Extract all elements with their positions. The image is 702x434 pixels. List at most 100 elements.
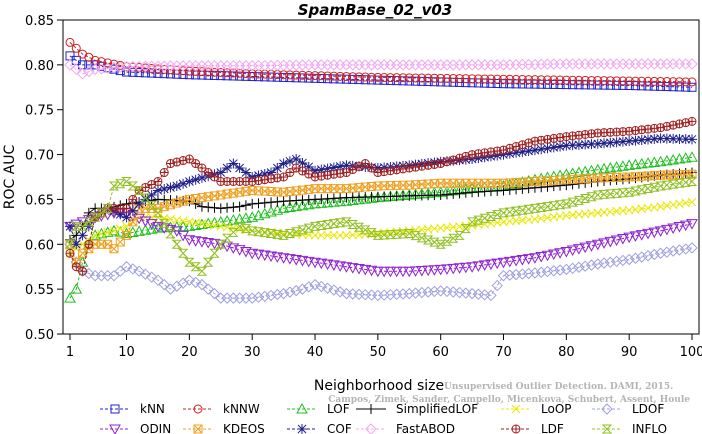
loop-point [310, 230, 320, 240]
inflo-point [479, 213, 490, 223]
knn-point [360, 75, 370, 85]
odin-point [635, 230, 648, 241]
legend-label: kNN [140, 402, 165, 416]
odin-point [409, 266, 422, 277]
cof-point [649, 133, 660, 144]
ldof-point [189, 276, 202, 289]
inflo-point [649, 182, 660, 192]
knnw-point [656, 76, 666, 86]
cof-point [190, 174, 201, 185]
legend-label: KDEOS [223, 422, 265, 434]
knn-point [128, 67, 138, 77]
loop-line [69, 201, 693, 254]
odin-point [617, 234, 629, 245]
inflo-point [385, 230, 396, 240]
ldof-point [120, 261, 133, 273]
cof-point [278, 158, 289, 169]
knnw-point [310, 71, 320, 81]
knnw-point [536, 75, 546, 85]
cof-point [316, 164, 327, 175]
ldof-point [497, 269, 510, 282]
ldof-point [196, 278, 208, 291]
ldof-point [680, 243, 692, 255]
odin-point [453, 263, 466, 274]
inflo-point [209, 248, 220, 258]
cof-point [605, 137, 616, 148]
ldof-point [604, 256, 617, 268]
inflo-point [246, 226, 258, 236]
inflo-point [561, 199, 572, 209]
knnw-point [335, 71, 345, 81]
inflo-point [636, 185, 647, 195]
series-ldof [64, 238, 698, 304]
simplifiedlof-point [240, 200, 251, 211]
knn-point [630, 81, 640, 91]
inflo-point [228, 227, 239, 237]
legend-label: kNNW [223, 402, 260, 416]
inflo-point [140, 193, 151, 203]
odin-point [497, 257, 510, 269]
knnw-point [348, 72, 358, 82]
ldf-point [203, 168, 213, 178]
inflo-point [284, 229, 296, 239]
odin-point [334, 261, 347, 272]
odin-point [202, 237, 215, 249]
cof-point [310, 165, 321, 176]
knn-point [266, 72, 276, 82]
lof-point [629, 158, 642, 170]
cof-point [680, 134, 691, 145]
cof-point [567, 140, 578, 151]
odin-point [302, 256, 315, 268]
inflo-point [617, 188, 629, 198]
cof-point [127, 205, 138, 216]
ldf-point [153, 176, 163, 186]
lof-point [359, 193, 372, 204]
inflo-point [422, 235, 434, 245]
ldof-point [592, 258, 604, 270]
legend-label: LoOP [541, 402, 572, 416]
lof-point [233, 213, 246, 224]
lof-point [610, 161, 623, 172]
inflo-point [272, 229, 283, 239]
simplifiedlof-point [215, 203, 226, 214]
y-axis-title: ROC AUC [2, 144, 18, 209]
simplifiedlof-point [454, 188, 465, 199]
odin-point [629, 231, 642, 242]
knn-point [687, 82, 697, 92]
odin-point [585, 241, 598, 252]
inflo-point [473, 215, 484, 225]
inflo-point [303, 223, 314, 233]
ldof-point [566, 262, 579, 275]
odin-point [560, 246, 573, 258]
inflo-point [485, 211, 497, 221]
legend-item-inflo: INFLO [592, 422, 667, 434]
knnw-point [630, 76, 640, 86]
inflo-point [159, 218, 170, 228]
knn-point [599, 80, 609, 90]
fastabod-point [89, 63, 101, 76]
cof-point [134, 198, 145, 209]
simplifiedlof-point [228, 202, 239, 213]
knnw-line [69, 42, 693, 83]
cof-point [196, 172, 207, 183]
ldof-point [397, 288, 409, 300]
cof-point [171, 180, 182, 191]
lof-point [290, 200, 303, 212]
knnw-point [103, 58, 113, 68]
cof-point [668, 133, 679, 144]
knn-point [681, 82, 691, 92]
legend-item-simplifiedlof: SimplifiedLOF [356, 402, 478, 416]
lof-point [635, 157, 648, 169]
inflo-point [165, 229, 176, 239]
ldof-point [673, 244, 686, 256]
ldof-point [202, 283, 214, 295]
inflo-point [334, 218, 346, 228]
knn-point [134, 68, 144, 78]
simplifiedlof-point [561, 180, 572, 191]
kdeos-point [128, 217, 138, 227]
fastabod-point [76, 68, 89, 80]
simplifiedlof-point [529, 182, 540, 193]
legend-label: ODIN [140, 422, 171, 434]
lof-point [221, 214, 233, 226]
ldf-point [360, 159, 370, 169]
